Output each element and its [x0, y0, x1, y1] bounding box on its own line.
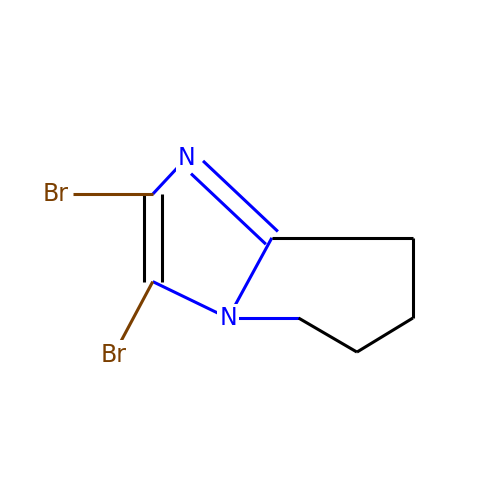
Text: Br: Br	[42, 182, 68, 206]
Text: Br: Br	[101, 342, 127, 366]
Text: N: N	[220, 306, 237, 330]
Text: N: N	[178, 146, 196, 170]
